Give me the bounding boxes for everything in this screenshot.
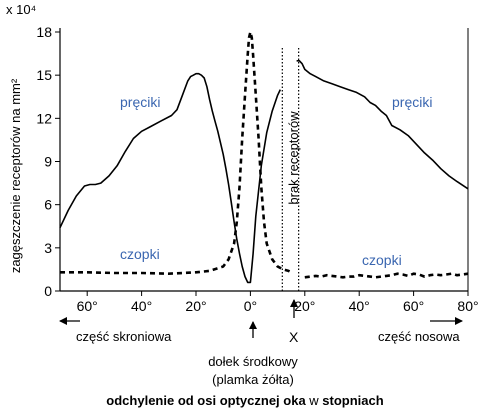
- x-tick-label: 60°: [77, 298, 98, 314]
- y-tick-label: 0: [44, 283, 52, 299]
- x-tick-label: 60°: [403, 298, 424, 314]
- x-axis-title-part-1: odchylenie od osi optycznej oka: [106, 393, 306, 408]
- y-ticks: 0 3 6 9 12 15 18: [36, 24, 60, 299]
- x-tick-label: 80°: [457, 298, 478, 314]
- rods-label-right: pręciki: [392, 94, 432, 110]
- x-axis-title-part-3: stopniach: [322, 393, 383, 408]
- rods-line-segment-2: [296, 59, 469, 190]
- x-axis-title-part-2: w: [306, 393, 323, 408]
- fovea-sublabel: (plamka żółta): [212, 372, 294, 387]
- cones-line-segment-1: [60, 30, 292, 276]
- x-axis-title: odchylenie od osi optycznej oka w stopni…: [106, 393, 383, 408]
- x-tick-label: 40°: [131, 298, 152, 314]
- temporal-label: część skroniowa: [76, 329, 172, 344]
- x-tick-label: 20°: [185, 298, 206, 314]
- series-group: [59, 30, 469, 284]
- blind-spot-label: brak receptorów: [286, 111, 301, 205]
- y-tick-label: 3: [44, 240, 52, 256]
- y-tick-label: 6: [44, 197, 52, 213]
- cones-label-right: czopki: [362, 252, 402, 268]
- rods-label-left: pręciki: [120, 94, 160, 110]
- y-tick-label: 18: [36, 24, 52, 40]
- y-tick-label: 15: [36, 67, 52, 83]
- y-tick-label: 9: [44, 154, 52, 170]
- rods-line-segment-1: [59, 72, 282, 284]
- cones-line-segment-2: [304, 272, 469, 279]
- blind-spot-marker: X: [289, 329, 299, 345]
- nasal-label: część nosowa: [378, 329, 460, 344]
- cones-label-left: czopki: [120, 246, 160, 262]
- y-scale-label: x 10⁴: [6, 2, 36, 17]
- x-ticks: 60° 40° 20° 0° 20° 40° 60° 80°: [77, 291, 479, 314]
- x-tick-label: 20°: [294, 298, 315, 314]
- x-tick-label: 0°: [244, 298, 257, 314]
- fovea-label: dołek środkowy: [208, 354, 298, 369]
- y-axis-title: zagęszczenie receptorów na mm²: [8, 78, 23, 273]
- y-tick-label: 12: [36, 110, 52, 126]
- x-tick-label: 40°: [349, 298, 370, 314]
